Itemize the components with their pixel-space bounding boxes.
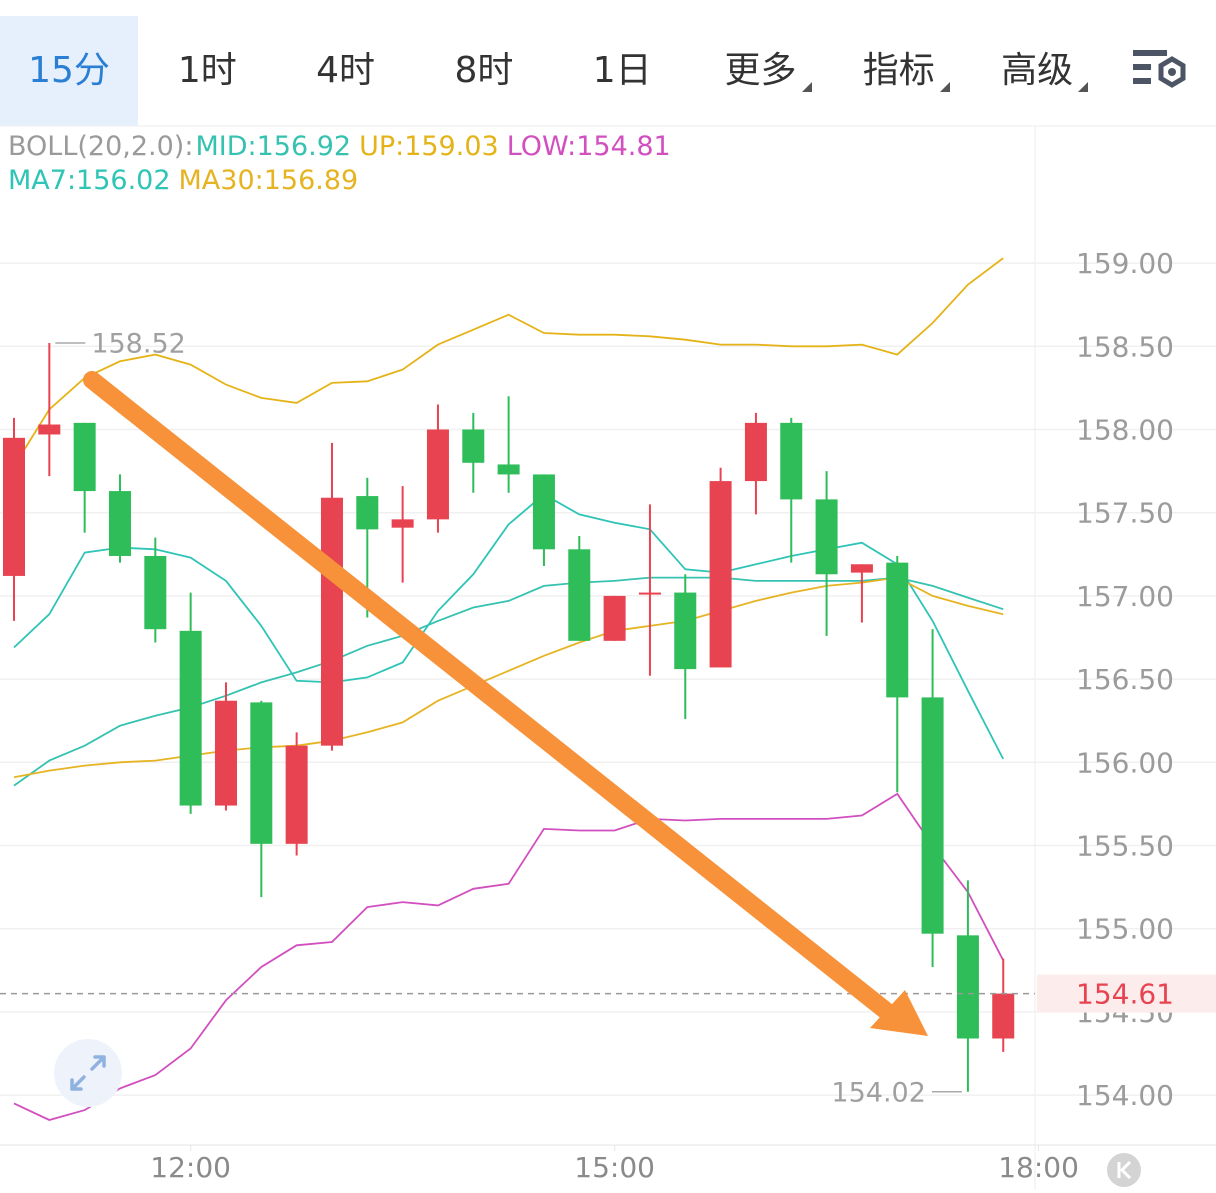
dropdown-indicator xyxy=(801,82,812,92)
legend-entry: MID:156.92 xyxy=(195,131,352,162)
dropdown-indicator xyxy=(1078,82,1089,92)
timeframe-tab[interactable]: 更多 xyxy=(724,50,797,91)
y-tick-label: 157.00 xyxy=(1076,580,1174,613)
expand-button[interactable] xyxy=(54,1039,122,1107)
latest-button[interactable] xyxy=(1107,1153,1141,1187)
last-price-tag xyxy=(1037,974,1216,1013)
candle-body xyxy=(709,481,732,668)
timeframe-tab[interactable]: 15分 xyxy=(0,16,138,126)
y-tick-label: 158.50 xyxy=(1076,330,1174,363)
timeframe-tab[interactable]: 指标 xyxy=(862,50,935,91)
candle-body xyxy=(73,422,96,492)
legend: BOLL(20,2.0):MID:156.92 UP:159.03 LOW:154.… xyxy=(8,130,679,198)
x-tick-label: 12:00 xyxy=(150,1151,231,1184)
legend-entry: MA7:156.02 xyxy=(8,165,171,196)
candle-body xyxy=(144,555,167,630)
candle-body xyxy=(497,464,520,475)
candle-body xyxy=(921,697,944,934)
candle-body xyxy=(3,437,25,576)
legend-entry: UP:159.03 xyxy=(359,131,499,162)
candle-body xyxy=(568,549,591,641)
legend-entry: MA30:156.89 xyxy=(178,165,359,196)
last-price-label: 154.61 xyxy=(1076,978,1174,1011)
indicator-line xyxy=(13,792,1004,1121)
dropdown-indicator xyxy=(939,82,950,92)
timeframe-tab[interactable]: 8时 xyxy=(454,50,514,91)
candle-body xyxy=(992,993,1015,1039)
y-tick-label: 155.50 xyxy=(1076,829,1174,862)
y-tick-label: 159.00 xyxy=(1076,247,1174,280)
settings-button[interactable] xyxy=(1133,50,1186,88)
candle-body xyxy=(815,499,838,575)
candle-body xyxy=(674,592,697,670)
candle-body xyxy=(462,429,485,463)
candle-body xyxy=(603,595,626,641)
high-label: 158.52 xyxy=(91,328,185,359)
candle-body xyxy=(426,429,449,520)
x-tick-label: 15:00 xyxy=(574,1151,655,1184)
trend-arrow xyxy=(83,371,928,1036)
candle-body xyxy=(38,424,61,435)
legend-row: BOLL(20,2.0):MID:156.92 UP:159.03 LOW:154.… xyxy=(8,130,679,164)
y-tick-label: 156.00 xyxy=(1076,746,1174,779)
candle-body xyxy=(532,474,555,550)
candle-body xyxy=(391,519,414,528)
y-tick-label: 156.50 xyxy=(1076,663,1174,696)
timeframe-tab[interactable]: 4时 xyxy=(316,50,376,91)
candle-body xyxy=(356,496,379,530)
candle-body xyxy=(285,745,308,844)
timeframe-tabs: 15分 1时 4时 8时 1日 更多 指标 高级 xyxy=(0,0,1216,126)
candle-body xyxy=(886,562,909,698)
indicator-line xyxy=(13,257,1004,467)
y-tick-label: 158.00 xyxy=(1076,414,1174,447)
low-label: 154.02 xyxy=(831,1077,925,1108)
candle-body xyxy=(744,422,767,482)
candle-body xyxy=(214,700,237,806)
candle-body xyxy=(250,702,273,844)
timeframe-tab[interactable]: 1时 xyxy=(177,50,237,91)
x-tick-label: 18:00 xyxy=(998,1151,1079,1184)
candle-body xyxy=(179,630,202,806)
indicator-label: BOLL(20,2.0): xyxy=(8,131,194,162)
candle-body xyxy=(638,592,661,595)
indicator-line xyxy=(13,576,1004,779)
candle-body xyxy=(956,935,979,1039)
indicator-line xyxy=(13,493,1004,760)
legend-row: MA7:156.02 MA30:156.89 xyxy=(8,164,679,198)
candle-body xyxy=(780,422,803,500)
indicator-line xyxy=(13,576,1004,787)
timeframe-tab[interactable]: 1日 xyxy=(592,50,652,91)
timeframe-tab[interactable]: 高级 xyxy=(1001,50,1074,91)
y-tick-label: 154.00 xyxy=(1076,1079,1174,1112)
y-tick-label: 155.00 xyxy=(1076,913,1174,946)
candle-body xyxy=(108,491,131,556)
legend-entry: LOW:154.81 xyxy=(506,131,671,162)
y-tick-label: 157.50 xyxy=(1076,497,1174,530)
candle-body xyxy=(320,497,343,746)
candle-body xyxy=(850,564,873,573)
